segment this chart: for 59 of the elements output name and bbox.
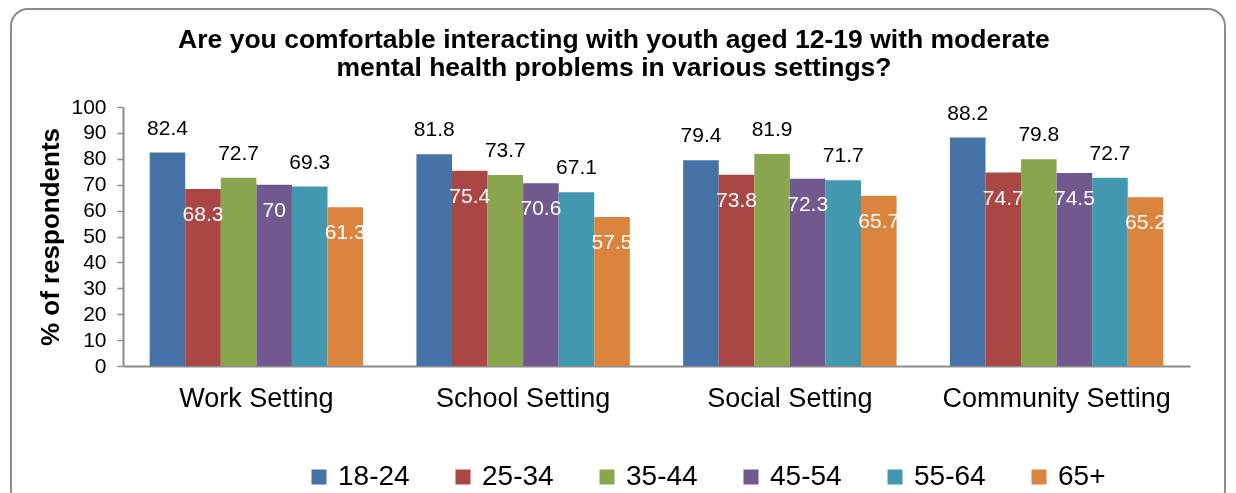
- data-label: 72.3: [787, 191, 829, 215]
- y-tick-label: 80: [83, 146, 107, 170]
- data-label: 67.1: [556, 155, 597, 179]
- y-tick-label: 60: [83, 198, 107, 222]
- bar: [1092, 177, 1128, 366]
- legend-label: 65+: [1058, 460, 1106, 491]
- bar: [416, 154, 452, 366]
- data-label: 72.7: [1089, 140, 1131, 164]
- bar: [291, 186, 328, 366]
- y-tick-label: 20: [83, 301, 107, 325]
- data-label: 70: [262, 197, 286, 221]
- x-tick-label: Social Setting: [707, 382, 873, 413]
- chart-title: Are you comfortable interacting with youth aged 12-19 with moderate mental health problems in various settings?: [178, 23, 1050, 82]
- bar: [718, 174, 755, 366]
- data-label: 73.7: [484, 138, 526, 162]
- bar: [185, 189, 221, 366]
- data-label: 69.3: [289, 149, 331, 173]
- legend-label: 35-44: [626, 460, 698, 491]
- y-tick-label: 30: [83, 275, 107, 299]
- legend-label: 25-34: [482, 460, 554, 491]
- x-tick-label: Community Setting: [942, 382, 1171, 413]
- bar: [523, 183, 559, 366]
- y-tick-label: 100: [71, 94, 107, 118]
- data-label: 72.7: [218, 140, 260, 164]
- y-tick-label: 90: [83, 120, 107, 144]
- data-label: 74.5: [1053, 186, 1095, 210]
- data-label: 70.6: [520, 196, 562, 220]
- y-tick-label: 40: [83, 249, 107, 273]
- y-tick-label: 10: [83, 327, 107, 351]
- bar: [1021, 159, 1057, 366]
- bar: [1056, 173, 1093, 366]
- data-label: 88.2: [947, 100, 989, 124]
- y-axis-title: % of respondents: [35, 127, 66, 347]
- data-label: 74.7: [982, 185, 1024, 209]
- bar: [327, 207, 364, 366]
- legend-label: 18-24: [338, 460, 410, 491]
- y-tick-label: 70: [83, 172, 107, 196]
- data-label: 81.8: [413, 117, 455, 141]
- bar: [789, 178, 826, 366]
- data-label: 79.4: [680, 123, 722, 147]
- y-tick-label: 50: [83, 224, 107, 247]
- data-label: 79.8: [1018, 122, 1060, 146]
- bar: [451, 170, 488, 366]
- x-tick-label: Work Setting: [179, 382, 334, 413]
- data-label: 71.7: [822, 143, 864, 167]
- x-tick-label: School Setting: [436, 382, 611, 413]
- legend-label: 55-64: [914, 460, 986, 491]
- legend-label: 45-54: [770, 460, 842, 491]
- bar: [985, 172, 1022, 366]
- data-label: 81.9: [751, 116, 793, 140]
- y-tick-label: 0: [94, 353, 107, 377]
- data-label: 68.3: [182, 202, 224, 226]
- bar: [1127, 197, 1164, 366]
- bar: [861, 195, 897, 366]
- bar: [256, 184, 292, 366]
- bar: [754, 153, 790, 366]
- bar: [683, 160, 719, 366]
- data-label: 75.4: [449, 183, 491, 207]
- data-label: 82.4: [147, 115, 189, 139]
